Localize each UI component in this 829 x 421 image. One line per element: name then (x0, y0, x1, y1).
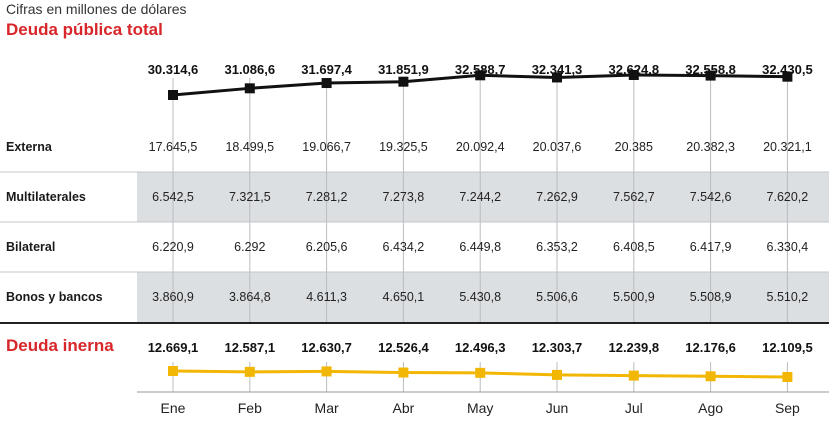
table-cell: 6.292 (234, 240, 265, 254)
internal-debt-value-label: 12.303,7 (532, 340, 583, 355)
table-cell: 6.330,4 (767, 240, 809, 254)
total-debt-value-label: 30.314,6 (148, 62, 199, 77)
table-cell: 19.325,5 (379, 140, 428, 154)
total-debt-value-label: 31.851,9 (378, 62, 429, 77)
table-cell: 18.499,5 (225, 140, 274, 154)
total-debt-value-label: 31.086,6 (224, 62, 275, 77)
internal-debt-point (628, 370, 639, 381)
internal-debt-point (398, 367, 409, 378)
table-row-label: Bilateral (6, 240, 55, 254)
internal-debt-title: Deuda inerna (6, 336, 114, 355)
table-cell: 7.281,2 (306, 190, 348, 204)
internal-debt-value-label: 12.630,7 (301, 340, 352, 355)
x-tick-label: Feb (238, 400, 262, 416)
table-cell: 6.220,9 (152, 240, 194, 254)
table-row-label: Bonos y bancos (6, 290, 103, 304)
total-debt-value-label: 32.624,8 (608, 62, 659, 77)
table-cell: 7.321,5 (229, 190, 271, 204)
internal-debt-point (244, 366, 255, 377)
total-debt-point (244, 83, 255, 94)
table-cell: 17.645,5 (149, 140, 198, 154)
table-cell: 6.449,8 (459, 240, 501, 254)
table-cell: 5.430,8 (459, 290, 501, 304)
x-tick-label: Jul (625, 400, 643, 416)
table-cell: 6.417,9 (690, 240, 732, 254)
table-cell: 5.510,2 (767, 290, 809, 304)
x-tick-label: Sep (775, 400, 800, 416)
internal-debt-value-label: 12.109,5 (762, 340, 813, 355)
internal-debt-point (168, 366, 178, 376)
table-cell: 20.382,3 (686, 140, 735, 154)
total-debt-point (782, 71, 793, 82)
table-cell: 5.508,9 (690, 290, 732, 304)
x-tick-label: Jun (546, 400, 569, 416)
x-tick-label: Ene (161, 400, 186, 416)
internal-debt-point (782, 372, 793, 382)
table-cell: 19.066,7 (302, 140, 351, 154)
table-cell: 4.650,1 (383, 290, 425, 304)
table-cell: 7.244,2 (459, 190, 501, 204)
total-debt-title: Deuda pública total (6, 20, 163, 39)
table-cell: 7.620,2 (767, 190, 809, 204)
table-cell: 20.037,6 (533, 140, 582, 154)
table-row-label: Externa (6, 140, 53, 154)
table-row-label: Multilaterales (6, 190, 86, 204)
table-cell: 7.273,8 (383, 190, 425, 204)
internal-debt-point (552, 369, 562, 380)
internal-debt-value-label: 12.176,6 (685, 340, 736, 355)
total-debt-point (321, 78, 332, 89)
table-cell: 6.434,2 (383, 240, 425, 254)
internal-debt-value-label: 12.526,4 (378, 340, 429, 355)
table-cell: 20.092,4 (456, 140, 505, 154)
internal-debt-value-label: 12.496,3 (455, 340, 506, 355)
total-debt-value-label: 32.341,3 (532, 62, 583, 77)
table-cell: 5.500,9 (613, 290, 655, 304)
total-debt-point (168, 90, 178, 100)
internal-debt-point (321, 366, 332, 377)
total-debt-point (552, 72, 562, 83)
table-cell: 20.385 (615, 140, 653, 154)
internal-debt-value-label: 12.239,8 (608, 340, 659, 355)
table-cell: 6.408,5 (613, 240, 655, 254)
table-cell: 3.864,8 (229, 290, 271, 304)
table-cell: 3.860,9 (152, 290, 194, 304)
x-tick-label: Mar (315, 400, 339, 416)
total-debt-point (628, 70, 639, 80)
total-debt-value-label: 32.558,8 (685, 62, 736, 77)
total-debt-value-label: 32.430,5 (762, 62, 813, 77)
table-cell: 6.542,5 (152, 190, 194, 204)
table-cell: 7.562,7 (613, 190, 655, 204)
total-debt-point (398, 76, 409, 87)
chart-subtitle: Cifras en millones de dólares (6, 1, 187, 17)
total-debt-point (705, 70, 716, 81)
internal-debt-point (475, 367, 486, 378)
table-cell: 20.321,1 (763, 140, 812, 154)
table-cell: 6.353,2 (536, 240, 578, 254)
table-cell: 6.205,6 (306, 240, 348, 254)
internal-debt-value-label: 12.669,1 (148, 340, 199, 355)
internal-debt-point (705, 371, 716, 382)
table-band-bonos (137, 272, 829, 322)
table-cell: 5.506,6 (536, 290, 578, 304)
total-debt-value-label: 31.697,4 (301, 62, 352, 77)
total-debt-value-label: 32.588,7 (455, 62, 506, 77)
table-cell: 4.611,3 (306, 290, 347, 304)
table-band-multilaterales (137, 172, 829, 222)
x-tick-label: Abr (393, 400, 415, 416)
x-tick-label: May (467, 400, 493, 416)
table-cell: 7.262,9 (536, 190, 578, 204)
x-tick-label: Ago (698, 400, 723, 416)
table-cell: 7.542,6 (690, 190, 732, 204)
total-debt-point (475, 70, 486, 81)
internal-debt-value-label: 12.587,1 (224, 340, 275, 355)
